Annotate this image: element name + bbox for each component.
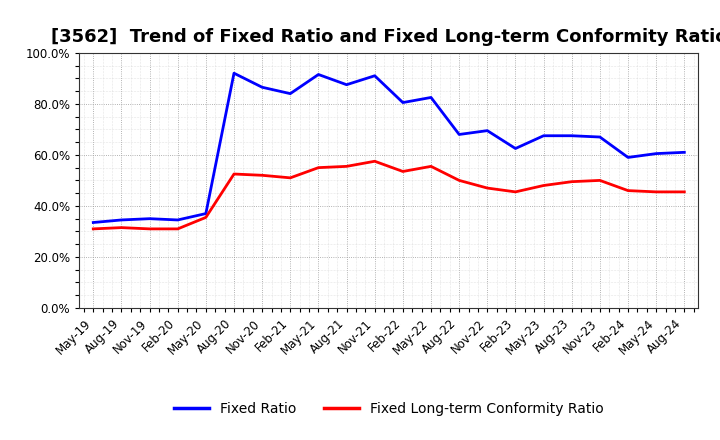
Fixed Long-term Conformity Ratio — [230, 171, 238, 176]
Fixed Ratio — [342, 82, 351, 87]
Fixed Long-term Conformity Ratio — [539, 183, 548, 188]
Fixed Long-term Conformity Ratio — [483, 185, 492, 191]
Fixed Ratio — [370, 73, 379, 78]
Fixed Long-term Conformity Ratio — [624, 188, 632, 193]
Fixed Long-term Conformity Ratio — [595, 178, 604, 183]
Fixed Ratio — [483, 128, 492, 133]
Fixed Ratio — [314, 72, 323, 77]
Fixed Long-term Conformity Ratio — [652, 189, 660, 194]
Fixed Ratio — [567, 133, 576, 139]
Fixed Long-term Conformity Ratio — [314, 165, 323, 170]
Fixed Ratio — [455, 132, 464, 137]
Fixed Ratio — [539, 133, 548, 139]
Fixed Ratio — [624, 155, 632, 160]
Fixed Long-term Conformity Ratio — [342, 164, 351, 169]
Line: Fixed Long-term Conformity Ratio: Fixed Long-term Conformity Ratio — [94, 161, 684, 229]
Title: [3562]  Trend of Fixed Ratio and Fixed Long-term Conformity Ratio: [3562] Trend of Fixed Ratio and Fixed Lo… — [50, 28, 720, 46]
Fixed Ratio — [286, 91, 294, 96]
Fixed Ratio — [652, 151, 660, 156]
Fixed Ratio — [427, 95, 436, 100]
Fixed Ratio — [511, 146, 520, 151]
Fixed Long-term Conformity Ratio — [258, 172, 266, 178]
Fixed Ratio — [230, 70, 238, 76]
Fixed Ratio — [595, 134, 604, 139]
Fixed Long-term Conformity Ratio — [174, 226, 182, 231]
Fixed Long-term Conformity Ratio — [202, 215, 210, 220]
Fixed Long-term Conformity Ratio — [567, 179, 576, 184]
Fixed Long-term Conformity Ratio — [427, 164, 436, 169]
Fixed Long-term Conformity Ratio — [117, 225, 126, 230]
Fixed Ratio — [680, 150, 688, 155]
Fixed Long-term Conformity Ratio — [89, 226, 98, 231]
Fixed Long-term Conformity Ratio — [145, 226, 154, 231]
Fixed Ratio — [174, 217, 182, 223]
Fixed Long-term Conformity Ratio — [455, 178, 464, 183]
Fixed Long-term Conformity Ratio — [370, 159, 379, 164]
Fixed Ratio — [399, 100, 408, 105]
Fixed Ratio — [258, 84, 266, 90]
Fixed Long-term Conformity Ratio — [399, 169, 408, 174]
Fixed Long-term Conformity Ratio — [511, 189, 520, 194]
Fixed Long-term Conformity Ratio — [680, 189, 688, 194]
Fixed Long-term Conformity Ratio — [286, 175, 294, 180]
Fixed Ratio — [117, 217, 126, 223]
Line: Fixed Ratio: Fixed Ratio — [94, 73, 684, 223]
Fixed Ratio — [145, 216, 154, 221]
Legend: Fixed Ratio, Fixed Long-term Conformity Ratio: Fixed Ratio, Fixed Long-term Conformity … — [168, 396, 609, 422]
Fixed Ratio — [202, 211, 210, 216]
Fixed Ratio — [89, 220, 98, 225]
